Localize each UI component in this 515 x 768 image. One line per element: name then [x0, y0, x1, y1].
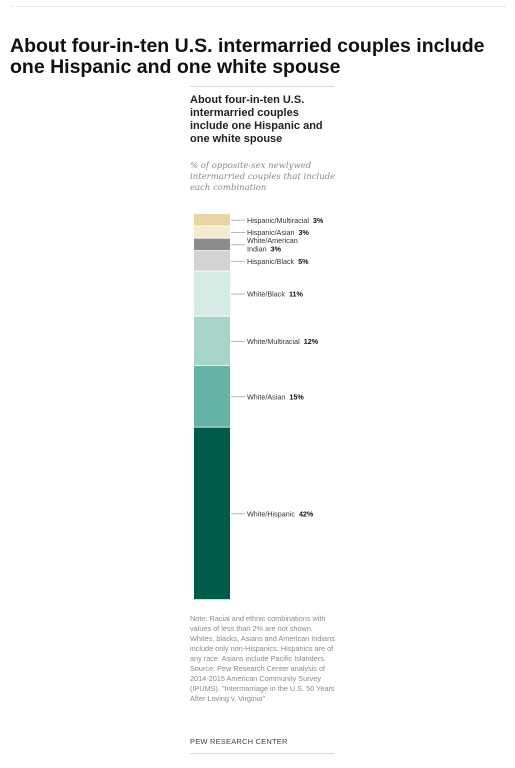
chart-title: About four-in-ten U.S. intermarried coup… — [190, 94, 323, 145]
bar-segment-3 — [194, 250, 230, 271]
segment-label-5: White/Multiracial 12% — [247, 337, 319, 346]
segment-value-6: 15% — [289, 392, 304, 401]
chart-subtitle: % of opposite-sex newlywed intermarried … — [190, 161, 336, 193]
bar-segment-7 — [194, 427, 230, 600]
bar-segment-0 — [194, 214, 230, 226]
segment-value-7: 42% — [299, 509, 314, 518]
segment-label-6: White/Asian 15% — [247, 392, 304, 401]
bar-segment-5 — [194, 316, 230, 366]
segment-value-2: 3% — [271, 245, 282, 254]
segment-value-4: 11% — [289, 290, 304, 299]
segment-label-7: White/Hispanic 42% — [247, 509, 314, 518]
segment-label-3: Hispanic/Black 5% — [247, 257, 309, 266]
segment-value-3: 5% — [298, 257, 309, 266]
source-attribution: PEW RESEARCH CENTER — [190, 737, 288, 746]
card-top-divider — [190, 86, 335, 87]
top-divider — [10, 6, 505, 7]
bar-segment-1 — [194, 226, 230, 238]
page-headline: About four-in-ten U.S. intermarried coup… — [10, 35, 485, 78]
segment-value-0: 3% — [313, 216, 324, 225]
chart-note: Note: Racial and ethnic combinations wit… — [190, 614, 335, 703]
bar-segment-6 — [194, 365, 230, 427]
segment-value-5: 12% — [304, 337, 319, 346]
bar-segment-4 — [194, 271, 230, 316]
segment-label-2: White/American Indian 3% — [247, 236, 298, 254]
segment-label-1: Hispanic/Asian 3% — [247, 228, 310, 237]
segment-value-1: 3% — [299, 228, 310, 237]
segment-label-4: White/Black 11% — [247, 290, 304, 299]
card-bottom-divider — [190, 753, 335, 754]
segment-label-0: Hispanic/Multiracial 3% — [247, 216, 324, 225]
bar-segment-2 — [194, 238, 230, 251]
